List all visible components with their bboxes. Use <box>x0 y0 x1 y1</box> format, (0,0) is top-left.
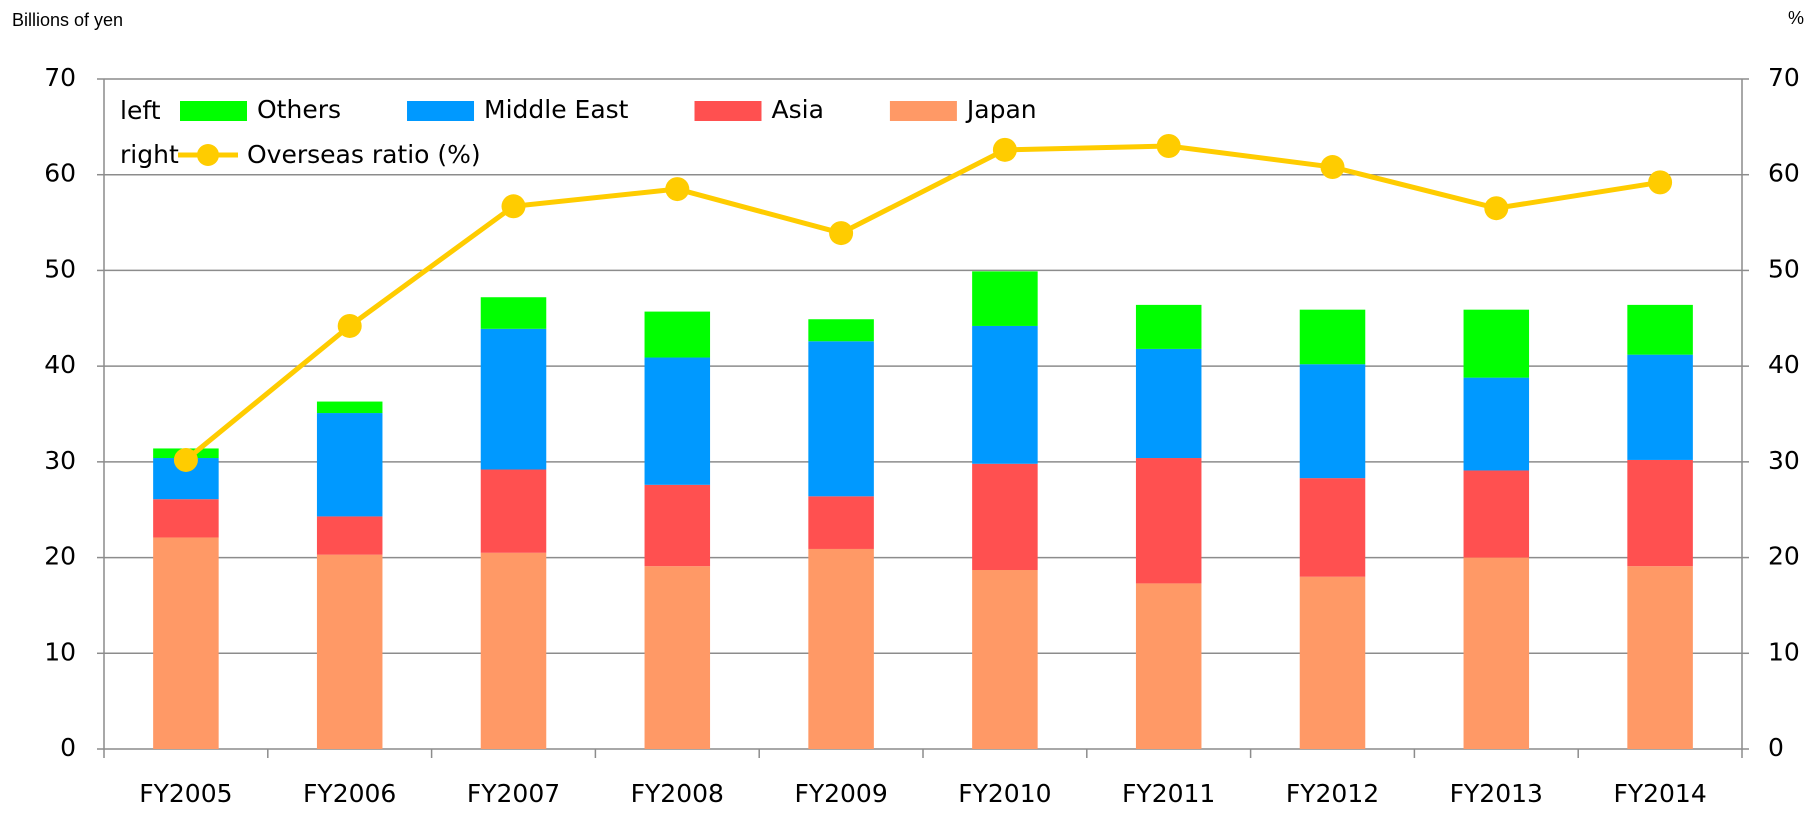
y-tick-label: 70 <box>44 63 76 92</box>
line <box>184 143 1661 462</box>
y2-axis-label: % <box>1788 8 1804 28</box>
y-tick-label: 40 <box>44 350 76 379</box>
bar-segment <box>808 496 874 549</box>
bar-segment <box>972 325 1038 464</box>
bar-segment <box>316 413 383 517</box>
y2-tick-label: 20 <box>1768 542 1800 571</box>
line-marker <box>1320 155 1345 180</box>
y2-tick-label: 30 <box>1768 446 1800 475</box>
legend-swatch <box>407 101 475 121</box>
bar-segment <box>1627 354 1693 460</box>
x-tick-label: FY2012 <box>1286 779 1379 808</box>
legend-swatch <box>694 101 762 121</box>
line-marker <box>1484 196 1509 221</box>
legend-swatch <box>180 101 247 121</box>
y2-tick-label: 60 <box>1768 159 1800 188</box>
bar-segment <box>480 328 547 470</box>
legend-left-label: left <box>120 96 161 125</box>
x-tick-label: FY2008 <box>631 779 724 808</box>
bar-segment <box>1463 309 1530 378</box>
bar-segment <box>1135 304 1202 349</box>
bar-segment <box>1463 557 1530 749</box>
bar-segment <box>1463 377 1530 471</box>
y-tick-label: 10 <box>44 637 76 666</box>
y2-tick-label: 10 <box>1768 637 1800 666</box>
legend-right-label: right <box>120 140 179 169</box>
x-tick-label: FY2011 <box>1122 779 1215 808</box>
y2-tick-label: 40 <box>1768 350 1800 379</box>
x-tick-label: FY2005 <box>139 779 232 808</box>
bar-segment <box>808 341 874 497</box>
legend-label: Others <box>257 95 341 124</box>
bar-segment <box>316 516 383 555</box>
legend-swatch <box>889 101 957 121</box>
bar-segment <box>1135 583 1202 749</box>
bar-segment <box>480 297 547 329</box>
bar-segment <box>316 554 383 749</box>
line-marker <box>829 221 854 246</box>
x-tick-label: FY2009 <box>794 779 887 808</box>
bar-segment <box>644 566 711 749</box>
bar-segment <box>153 537 219 749</box>
y-tick-label: 0 <box>60 733 76 762</box>
y-tick-label: 30 <box>44 446 76 475</box>
y-axis-label: Billions of yen <box>12 10 123 30</box>
bar-segment <box>1627 459 1693 567</box>
bar-segment <box>808 548 874 749</box>
line-marker <box>1648 170 1673 195</box>
bar-segment <box>1299 309 1366 365</box>
line-marker <box>665 177 690 202</box>
bar-segment <box>1135 348 1202 459</box>
line-marker <box>1156 134 1181 158</box>
x-tick-label: FY2010 <box>958 779 1051 808</box>
x-tick-label: FY2007 <box>467 779 560 808</box>
legend-label: Japan <box>965 95 1037 124</box>
bar-segment <box>1463 470 1530 558</box>
bar-segment <box>480 552 547 749</box>
bar-segment <box>1299 576 1366 749</box>
line-marker <box>501 194 526 219</box>
legend-label: Asia <box>772 95 824 124</box>
legend-label: Middle East <box>484 95 629 124</box>
y2-tick-label: 70 <box>1768 63 1800 92</box>
bar-segment <box>1627 566 1693 749</box>
y2-tick-label: 0 <box>1768 733 1784 762</box>
bar-segment <box>644 484 711 567</box>
bar-segment <box>153 499 219 538</box>
bar-segment <box>644 311 711 358</box>
bar-segment <box>1299 478 1366 577</box>
legend-marker <box>197 144 219 166</box>
y-tick-label: 60 <box>44 159 76 188</box>
bar-segment <box>972 570 1038 749</box>
x-tick-label: FY2006 <box>303 779 396 808</box>
x-tick-label: FY2014 <box>1613 779 1706 808</box>
bar-segment <box>480 469 547 553</box>
bar-segment <box>1135 458 1202 584</box>
bar-segment <box>644 357 711 485</box>
bar-segment <box>972 463 1038 571</box>
line-marker <box>337 313 362 338</box>
line-marker <box>173 447 198 472</box>
bar-segment <box>1627 304 1693 355</box>
bar-segment <box>316 401 383 414</box>
bar-segment <box>972 271 1038 326</box>
legend-label: Overseas ratio (%) <box>247 140 481 169</box>
x-tick-label: FY2013 <box>1450 779 1543 808</box>
bar-segment <box>808 319 874 342</box>
line-marker <box>992 137 1017 162</box>
y2-tick-label: 50 <box>1768 254 1800 283</box>
bar-segment <box>1299 364 1366 479</box>
y-tick-label: 50 <box>44 254 76 283</box>
y-tick-label: 20 <box>44 542 76 571</box>
